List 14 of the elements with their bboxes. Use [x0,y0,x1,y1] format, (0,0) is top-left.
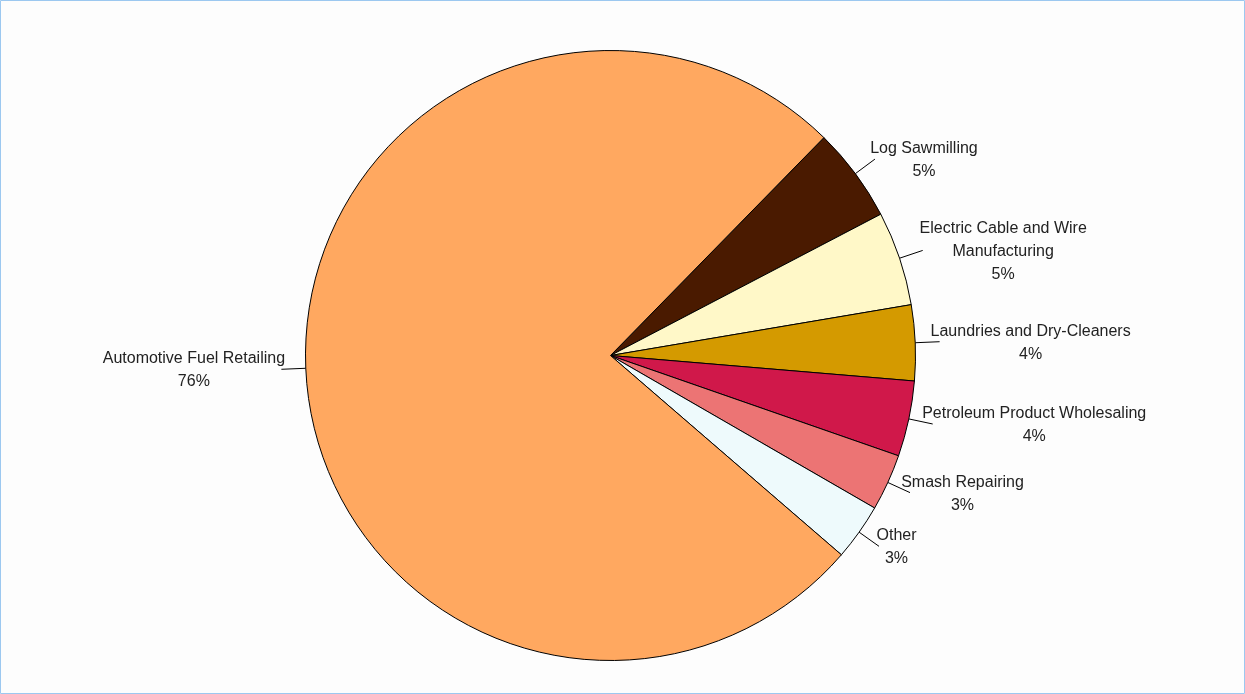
data-label: 3% [884,549,909,567]
data-label: 4% [1019,344,1043,362]
data-label: 5% [912,162,936,180]
slice-label: Automotive Fuel Retailing [102,349,286,367]
data-label: 4% [1022,426,1046,444]
slice-label: Other [876,526,918,544]
slice-label: Petroleum Product Wholesaling [922,404,1147,422]
data-label: 76% [177,372,210,390]
slice-label: Laundries and Dry-Cleaners [930,321,1131,339]
slice-label: Electric Cable and Wire Manufacturing [919,218,1087,259]
slice-label: Smash Repairing [901,472,1024,490]
data-label: 5% [991,264,1015,282]
data-label: 3% [950,495,975,513]
slice-label: Log Sawmilling [870,139,978,157]
